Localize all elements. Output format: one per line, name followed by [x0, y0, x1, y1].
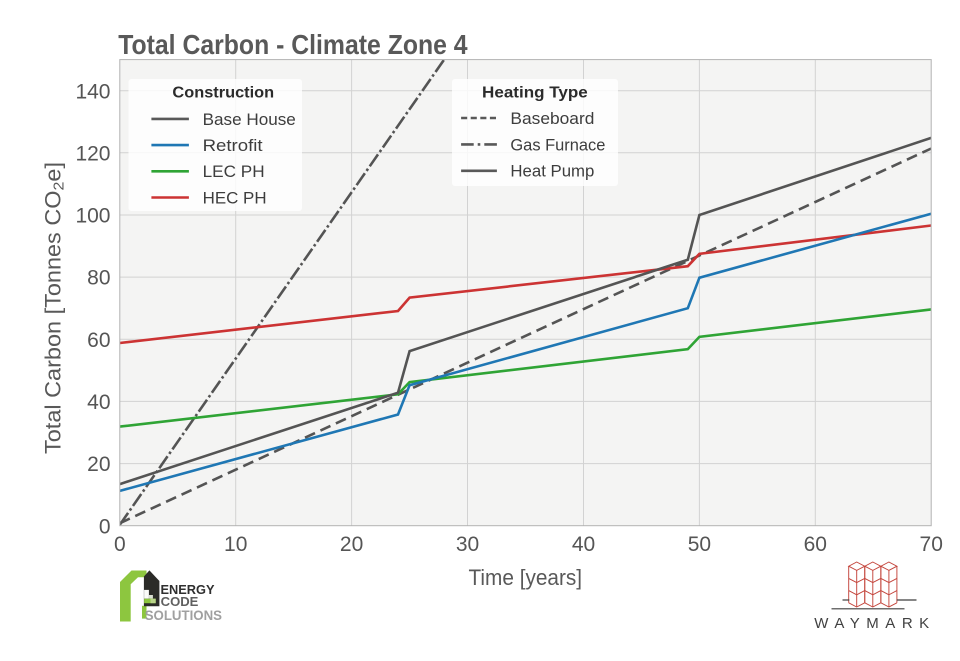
svg-text:Total Carbon [Tonnes CO2e]: Total Carbon [Tonnes CO2e]: [41, 162, 68, 454]
svg-text:40: 40: [572, 533, 595, 556]
svg-text:120: 120: [75, 142, 110, 165]
svg-text:Construction: Construction: [172, 84, 274, 101]
svg-text:ENERGY: ENERGY: [161, 583, 216, 597]
svg-text:140: 140: [75, 80, 110, 103]
svg-text:Total Carbon - Climate Zone 4: Total Carbon - Climate Zone 4: [118, 29, 468, 60]
svg-text:HEC PH: HEC PH: [203, 189, 267, 207]
svg-text:CODE: CODE: [161, 595, 199, 609]
svg-text:60: 60: [804, 533, 827, 556]
svg-text:Baseboard: Baseboard: [510, 110, 594, 128]
svg-text:Base House: Base House: [203, 111, 296, 129]
svg-text:0: 0: [114, 533, 126, 556]
svg-text:30: 30: [456, 533, 479, 556]
svg-text:0: 0: [99, 515, 111, 538]
svg-text:20: 20: [340, 533, 363, 556]
svg-text:40: 40: [87, 391, 110, 414]
svg-text:20: 20: [87, 453, 110, 476]
svg-text:50: 50: [688, 533, 711, 556]
svg-text:Retrofit: Retrofit: [203, 137, 263, 155]
svg-text:SOLUTIONS: SOLUTIONS: [145, 608, 222, 623]
svg-text:Heating Type: Heating Type: [482, 84, 588, 101]
svg-text:Gas Furnace: Gas Furnace: [510, 136, 605, 154]
svg-text:Time [years]: Time [years]: [469, 565, 583, 590]
svg-text:10: 10: [224, 533, 247, 556]
svg-text:100: 100: [75, 205, 110, 228]
svg-text:60: 60: [87, 329, 110, 352]
svg-text:70: 70: [920, 533, 943, 556]
svg-text:LEC PH: LEC PH: [203, 163, 265, 181]
svg-text:80: 80: [87, 267, 110, 290]
svg-text:Heat Pump: Heat Pump: [510, 163, 594, 181]
